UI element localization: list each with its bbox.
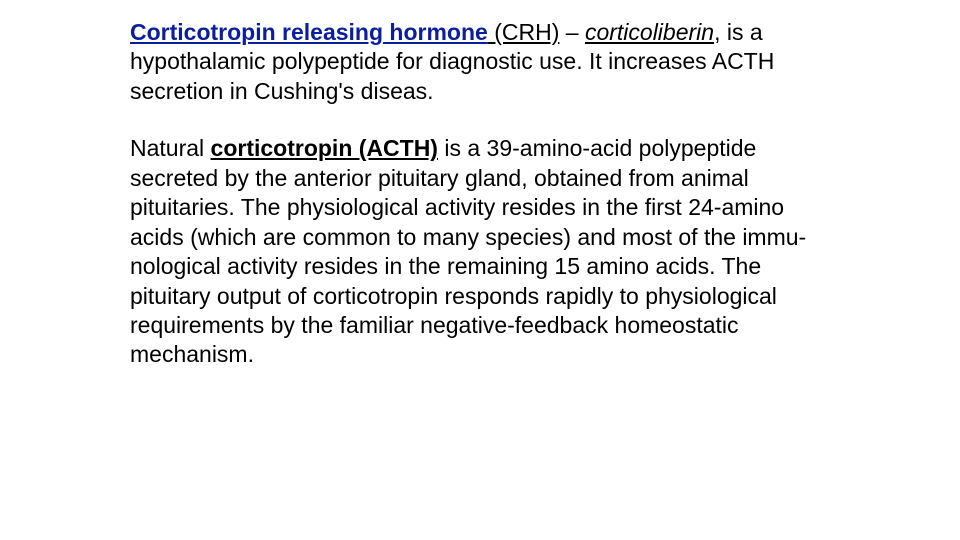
abbr-crh: (CRH) <box>488 19 560 45</box>
paragraph-crh: Corticotropin releasing hormone (CRH) – … <box>130 18 840 106</box>
para2-rest: is a 39‑amino-acid polypeptide secreted … <box>130 135 806 367</box>
slide-body: Corticotropin releasing hormone (CRH) – … <box>0 0 960 540</box>
term-corticoliberin: corticoliberin <box>585 19 714 45</box>
dash: – <box>559 19 585 45</box>
term-acth: corticotropin (ACTH) <box>211 135 438 161</box>
term-crh: Corticotropin releasing hormone <box>130 19 488 45</box>
para2-lead: Natural <box>130 135 211 161</box>
paragraph-acth: Natural corticotropin (ACTH) is a 39‑ami… <box>130 134 840 370</box>
